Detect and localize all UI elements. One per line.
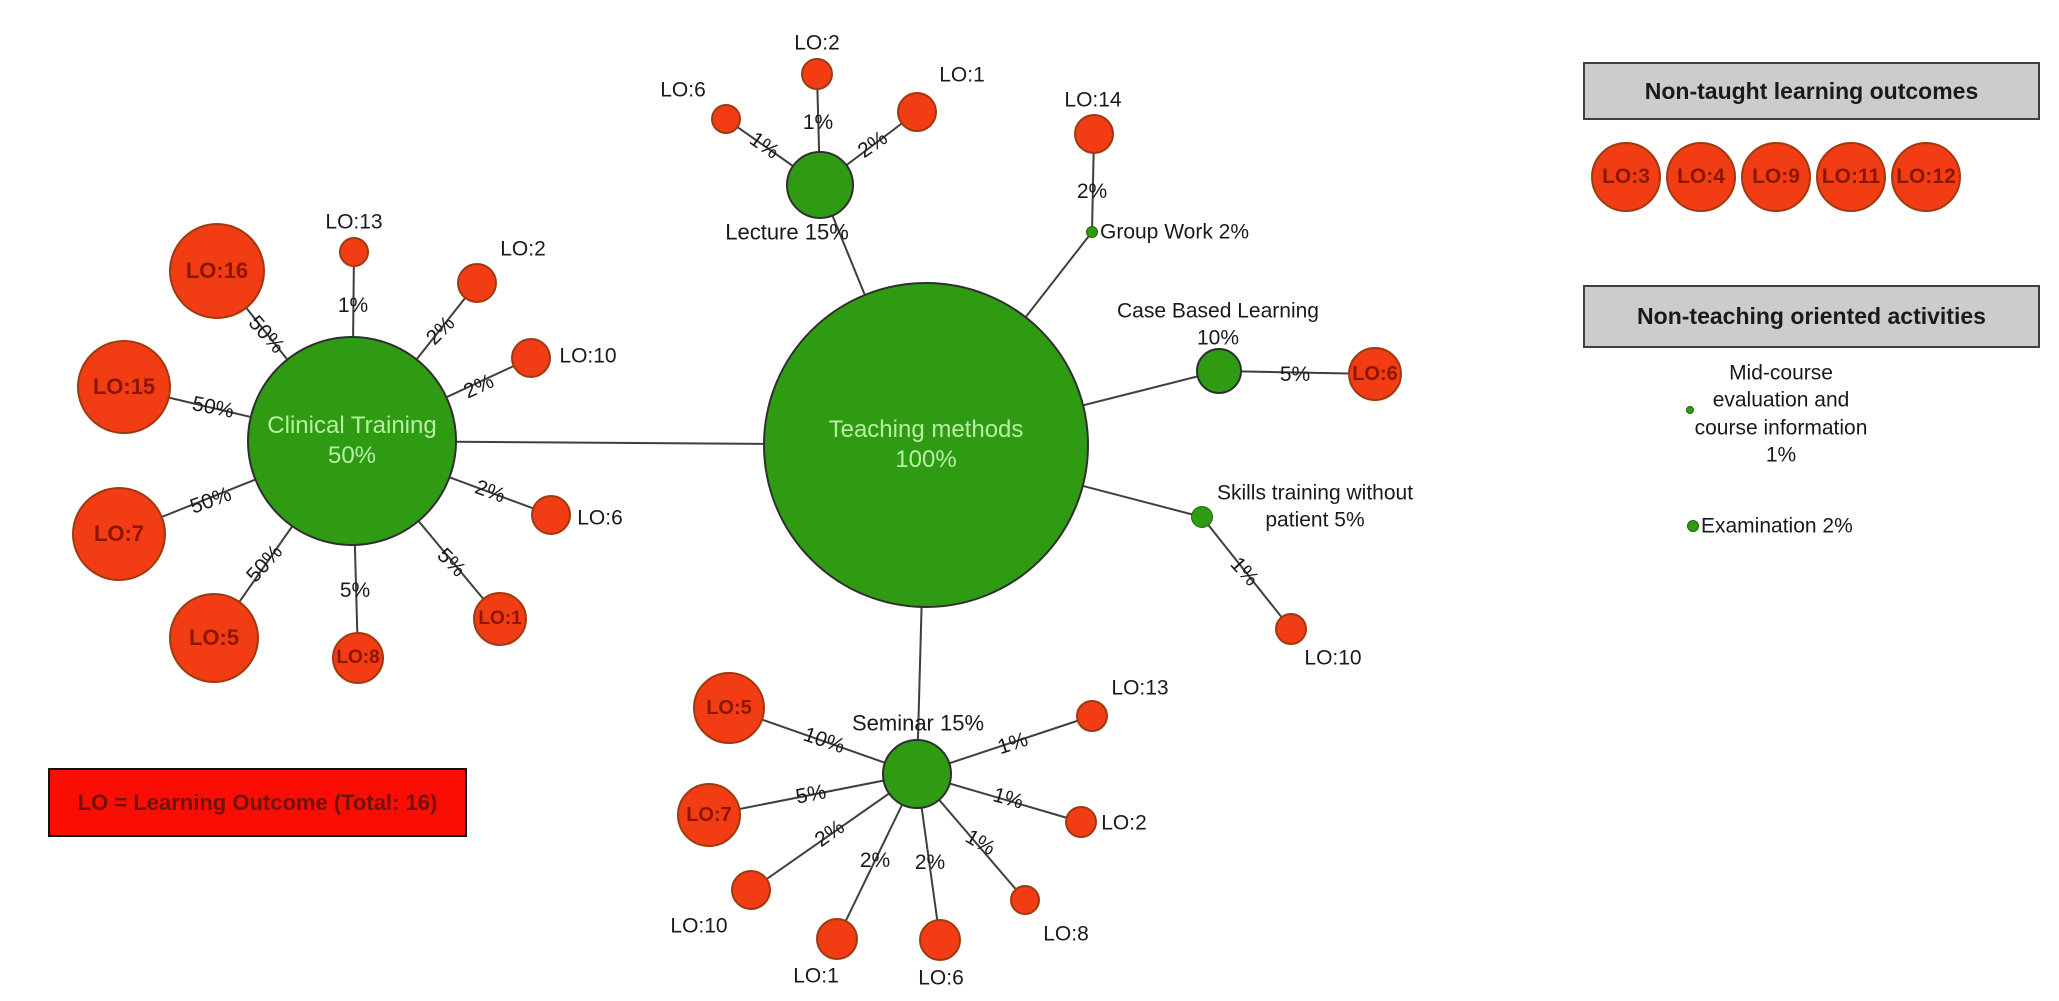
node-clinical-lo6 <box>531 495 571 535</box>
legend-box-text: LO = Learning Outcome (Total: 16) <box>77 789 438 815</box>
node-clinical-lo8-label: LO:8 <box>336 647 380 669</box>
pct-groupwork-lo14: 2% <box>1076 180 1108 203</box>
hub-lecture <box>786 151 854 219</box>
hub-skills-training-label: Skills training without patient 5% <box>1216 481 1414 532</box>
node-casebased-lo6-label: LO:6 <box>1352 362 1398 385</box>
node-skills-lo10 <box>1275 613 1307 645</box>
node-clinical-lo16: LO:16 <box>169 223 265 319</box>
node-nontaught-lo4: LO:4 <box>1666 142 1736 212</box>
node-clinical-lo13 <box>339 237 369 267</box>
non-teaching-panel-title: Non-teaching oriented activities <box>1637 303 1986 329</box>
hub-clinical-training: Clinical Training 50% <box>247 336 457 546</box>
node-seminar-lo2 <box>1065 806 1097 838</box>
node-casebased-lo6: LO:6 <box>1348 347 1402 401</box>
node-seminar-lo6 <box>919 919 961 961</box>
node-lecture-lo6 <box>711 104 741 134</box>
node-clinical-lo2 <box>457 263 497 303</box>
label-clinical-lo10: LO:10 <box>559 344 617 368</box>
node-seminar-lo10 <box>731 870 771 910</box>
hub-seminar <box>882 739 952 809</box>
node-nontaught-lo9: LO:9 <box>1741 142 1811 212</box>
node-seminar-lo7: LO:7 <box>677 783 741 847</box>
hub-case-based-label: Case Based Learning 10% <box>1117 299 1319 350</box>
label-seminar-lo2: LO:2 <box>1101 811 1147 835</box>
node-clinical-lo5: LO:5 <box>169 593 259 683</box>
pct-clinical-lo8: 5% <box>339 579 371 602</box>
label-clinical-lo6: LO:6 <box>577 506 623 530</box>
label-seminar-lo6: LO:6 <box>918 966 964 990</box>
label-seminar-lo10: LO:10 <box>670 914 728 938</box>
node-seminar-lo1 <box>816 918 858 960</box>
node-clinical-lo1: LO:1 <box>473 592 527 646</box>
hub-lecture-label: Lecture 15% <box>725 219 849 245</box>
label-lecture-lo2: LO:2 <box>794 31 840 55</box>
examination-dot <box>1687 520 1699 532</box>
node-seminar-lo7-label: LO:7 <box>686 803 732 826</box>
edge-skills-lo10 <box>1201 516 1292 630</box>
node-nontaught-lo4-label: LO:4 <box>1677 164 1725 188</box>
node-seminar-lo5: LO:5 <box>693 672 765 744</box>
hub-clinical-training-label: Clinical Training 50% <box>267 412 437 469</box>
hub-skills-training-dot <box>1191 506 1213 528</box>
node-clinical-lo7: LO:7 <box>72 487 166 581</box>
pct-casebased-lo6: 5% <box>1279 363 1311 386</box>
label-clinical-lo2: LO:2 <box>500 237 546 261</box>
pct-clinical-lo13: 1% <box>337 294 369 317</box>
hub-seminar-label: Seminar 15% <box>851 710 985 736</box>
hub-teaching-methods: Teaching methods 100% <box>763 282 1089 608</box>
node-lecture-lo1 <box>897 92 937 132</box>
label-skills-lo10: LO:10 <box>1304 646 1362 670</box>
non-taught-panel-title: Non-taught learning outcomes <box>1644 77 1979 104</box>
label-seminar-lo13: LO:13 <box>1111 676 1169 700</box>
legend-box: LO = Learning Outcome (Total: 16) <box>48 768 467 837</box>
examination-label: Examination 2% <box>1701 514 1853 538</box>
label-groupwork-lo14: LO:14 <box>1064 88 1122 112</box>
pct-seminar-lo6: 2% <box>914 851 946 874</box>
node-clinical-lo15: LO:15 <box>77 340 171 434</box>
hub-group-work-label: Group Work 2% <box>1100 220 1249 244</box>
hub-group-work-dot <box>1086 226 1098 238</box>
non-teaching-panel-header: Non-teaching oriented activities <box>1583 285 2040 348</box>
node-clinical-lo15-label: LO:15 <box>92 374 156 400</box>
label-lecture-lo1: LO:1 <box>939 63 985 87</box>
node-nontaught-lo11-label: LO:11 <box>1821 164 1881 188</box>
pct-seminar-lo1: 2% <box>859 849 891 872</box>
node-seminar-lo5-label: LO:5 <box>706 696 752 719</box>
node-clinical-lo5-label: LO:5 <box>188 625 240 651</box>
node-lecture-lo2 <box>801 58 833 90</box>
label-lecture-lo6: LO:6 <box>660 78 706 102</box>
label-seminar-lo8: LO:8 <box>1043 922 1089 946</box>
node-clinical-lo10 <box>511 338 551 378</box>
mid-course-dot <box>1686 406 1694 414</box>
non-taught-panel-header: Non-taught learning outcomes <box>1583 62 2040 120</box>
node-nontaught-lo3: LO:3 <box>1591 142 1661 212</box>
node-clinical-lo16-label: LO:16 <box>185 258 249 284</box>
node-nontaught-lo11: LO:11 <box>1816 142 1886 212</box>
pct-lecture-lo2: 1% <box>802 111 834 134</box>
node-seminar-lo13 <box>1076 700 1108 732</box>
node-clinical-lo7-label: LO:7 <box>93 521 145 547</box>
node-nontaught-lo12: LO:12 <box>1891 142 1961 212</box>
label-seminar-lo1: LO:1 <box>793 964 839 988</box>
label-clinical-lo13: LO:13 <box>325 210 383 234</box>
node-groupwork-lo14 <box>1074 114 1114 154</box>
mid-course-label: Mid-course evaluation and course informa… <box>1694 361 1868 467</box>
node-nontaught-lo9-label: LO:9 <box>1752 164 1800 188</box>
node-nontaught-lo3-label: LO:3 <box>1602 164 1650 188</box>
hub-teaching-methods-label: Teaching methods 100% <box>828 416 1024 473</box>
node-clinical-lo1-label: LO:1 <box>478 608 522 630</box>
hub-case-based-learning <box>1196 348 1242 394</box>
node-clinical-lo8: LO:8 <box>332 632 384 684</box>
node-seminar-lo8 <box>1010 885 1040 915</box>
node-nontaught-lo12-label: LO:12 <box>1896 164 1956 188</box>
